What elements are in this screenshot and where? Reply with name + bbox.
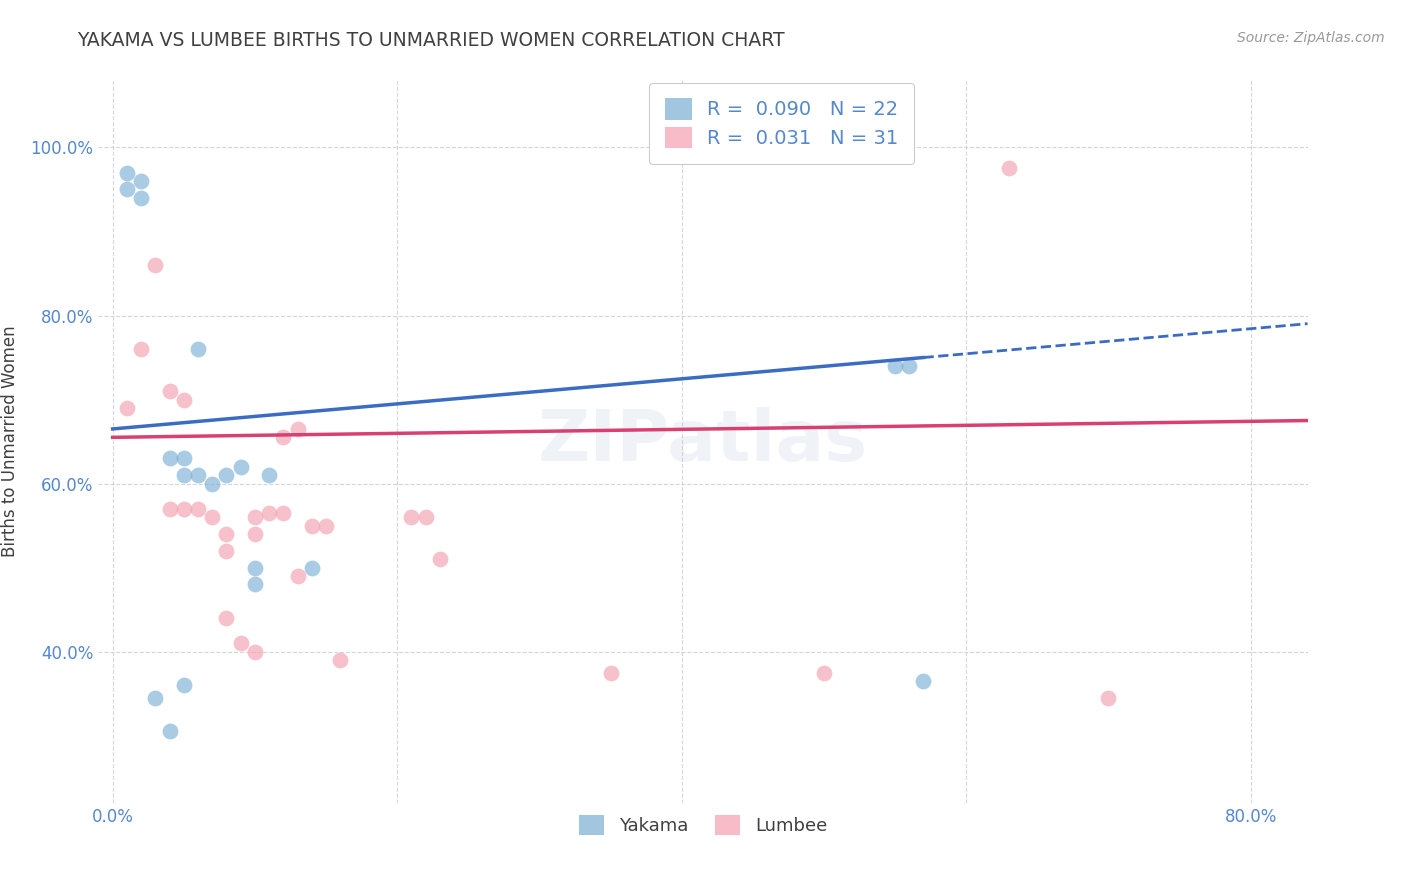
Point: [884, 359, 907, 373]
Point: [173, 451, 195, 466]
Point: [1097, 690, 1119, 705]
Point: [143, 690, 166, 705]
Point: [315, 518, 337, 533]
Point: [187, 501, 209, 516]
Point: [898, 359, 921, 373]
Point: [301, 560, 323, 574]
Point: [287, 422, 309, 436]
Y-axis label: Births to Unmarried Women: Births to Unmarried Women: [1, 326, 20, 558]
Point: [129, 174, 152, 188]
Text: YAKAMA VS LUMBEE BIRTHS TO UNMARRIED WOMEN CORRELATION CHART: YAKAMA VS LUMBEE BIRTHS TO UNMARRIED WOM…: [77, 31, 785, 50]
Point: [129, 342, 152, 356]
Point: [287, 569, 309, 583]
Point: [243, 577, 266, 591]
Point: [243, 527, 266, 541]
Point: [912, 673, 935, 688]
Point: [187, 468, 209, 483]
Point: [273, 430, 295, 444]
Point: [243, 560, 266, 574]
Point: [229, 459, 252, 474]
Point: [257, 506, 280, 520]
Point: [229, 636, 252, 650]
Legend: Yakama, Lumbee: Yakama, Lumbee: [569, 806, 837, 845]
Point: [415, 510, 437, 524]
Point: [159, 501, 181, 516]
Point: [998, 161, 1021, 176]
Text: Source: ZipAtlas.com: Source: ZipAtlas.com: [1237, 31, 1385, 45]
Point: [215, 611, 238, 625]
Point: [173, 392, 195, 407]
Point: [813, 665, 835, 680]
Point: [329, 653, 352, 667]
Point: [243, 510, 266, 524]
Point: [215, 527, 238, 541]
Point: [301, 518, 323, 533]
Point: [201, 510, 224, 524]
Point: [201, 476, 224, 491]
Point: [257, 468, 280, 483]
Point: [159, 384, 181, 398]
Point: [599, 665, 621, 680]
Point: [159, 451, 181, 466]
Point: [273, 506, 295, 520]
Point: [129, 191, 152, 205]
Point: [187, 342, 209, 356]
Point: [159, 724, 181, 739]
Text: ZIPatlas: ZIPatlas: [538, 407, 868, 476]
Point: [215, 468, 238, 483]
Point: [173, 678, 195, 692]
Point: [429, 552, 451, 566]
Point: [173, 468, 195, 483]
Point: [115, 166, 138, 180]
Point: [401, 510, 423, 524]
Point: [173, 501, 195, 516]
Point: [243, 644, 266, 658]
Point: [215, 543, 238, 558]
Point: [115, 401, 138, 415]
Point: [143, 258, 166, 272]
Point: [115, 182, 138, 196]
